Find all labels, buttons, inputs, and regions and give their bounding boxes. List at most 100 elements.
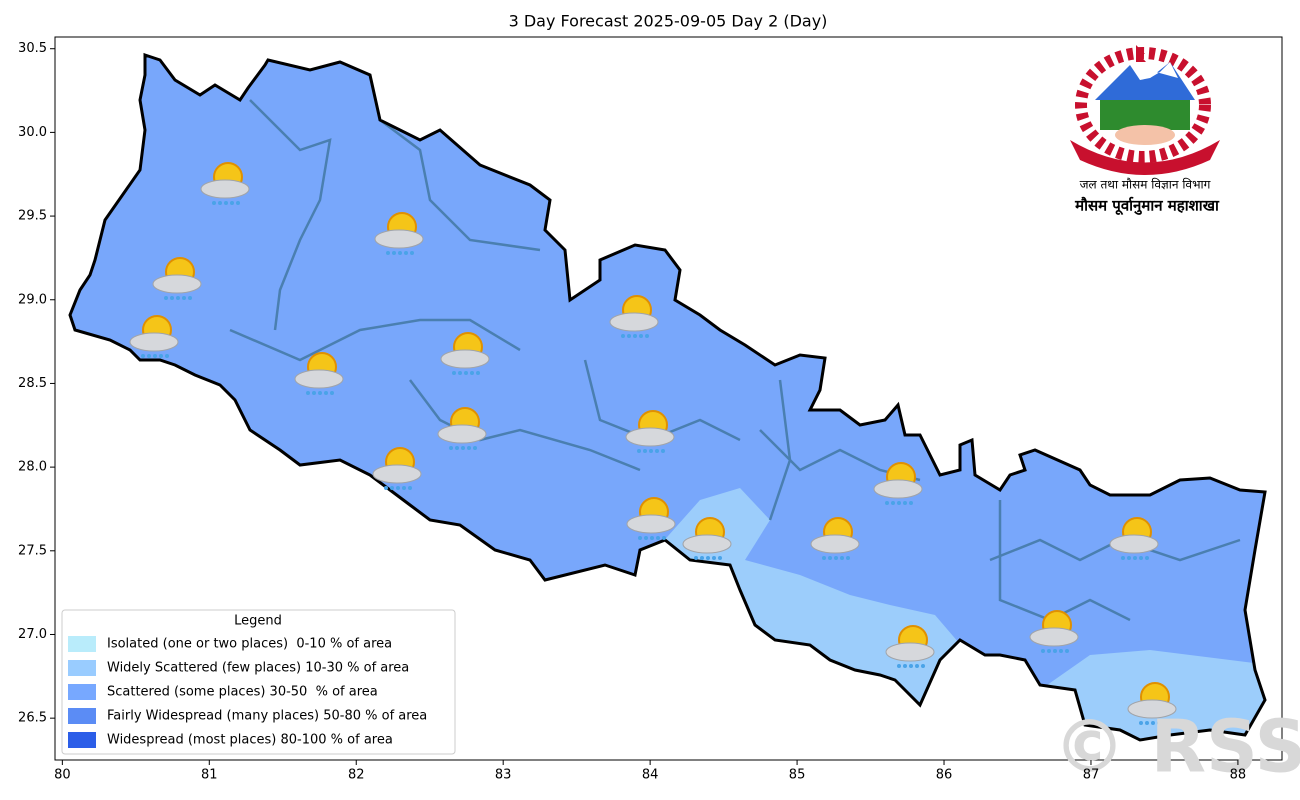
raindrop: [637, 449, 641, 453]
x-tick-label: 80: [54, 768, 71, 783]
raindrop: [718, 556, 722, 560]
raindrop: [627, 334, 631, 338]
raindrop: [712, 556, 716, 560]
cloud: [682, 534, 732, 554]
legend-swatch: [68, 660, 96, 676]
raindrop: [638, 536, 642, 540]
raindrop: [230, 201, 234, 205]
district-border: [409, 379, 641, 472]
cloud: [1109, 534, 1159, 554]
x-tick-label: 84: [642, 768, 659, 783]
cloud: [810, 534, 860, 554]
ribbon: [1070, 140, 1220, 175]
raindrop: [159, 354, 163, 358]
raindrop: [306, 391, 310, 395]
cloud: [129, 332, 179, 352]
raindrop: [1151, 721, 1155, 725]
y-tick-label: 28.0: [18, 460, 47, 475]
raindrop: [633, 334, 637, 338]
raindrop: [700, 556, 704, 560]
raindrop: [165, 354, 169, 358]
x-tick-label: 87: [1083, 768, 1100, 783]
y-tick-label: 29.0: [18, 292, 47, 307]
legend-title: Legend: [234, 614, 282, 629]
country-border: [68, 52, 1267, 742]
raindrop: [1065, 649, 1069, 653]
raindrop: [909, 664, 913, 668]
raindrop: [236, 201, 240, 205]
title: 3 Day Forecast 2025-09-05 Day 2 (Day): [509, 12, 828, 31]
flag: [1136, 45, 1146, 62]
logo-line: मौसम पूर्वानुमान महाशाखा: [1074, 197, 1220, 216]
raindrop: [324, 391, 328, 395]
raindrop: [828, 556, 832, 560]
district-border: [229, 318, 521, 362]
cloud: [294, 369, 344, 389]
weather-icons: [129, 162, 1177, 725]
weather-icon: [1109, 517, 1159, 560]
raindrop: [464, 371, 468, 375]
cloud: [609, 312, 659, 332]
raindrop: [153, 354, 157, 358]
cloud: [372, 464, 422, 484]
raindrop: [473, 446, 477, 450]
raindrop: [656, 536, 660, 540]
logo: जल तथा मौसम विज्ञान विभाग मौसम पूर्वानुम…: [1070, 45, 1220, 216]
weather-icon: [885, 625, 935, 668]
raindrop: [840, 556, 844, 560]
weather-icon: [372, 447, 422, 490]
x-tick-label: 86: [936, 768, 953, 783]
cloud: [200, 179, 250, 199]
district-border: [379, 119, 541, 252]
raindrop: [655, 449, 659, 453]
raindrop: [639, 334, 643, 338]
raindrop: [384, 486, 388, 490]
raindrop: [645, 334, 649, 338]
weather-icon: [810, 517, 860, 560]
district-border: [989, 538, 1241, 562]
raindrop: [915, 664, 919, 668]
cloud: [1127, 699, 1177, 719]
watermark: © RSS: [1054, 705, 1300, 789]
weather-icon: [626, 497, 676, 540]
raindrop: [449, 446, 453, 450]
raindrop: [846, 556, 850, 560]
legend-label: Widespread (most places) 80-100 % of are…: [107, 733, 393, 748]
weather-icon: [1127, 682, 1177, 725]
raindrop: [1145, 721, 1149, 725]
x-tick-label: 85: [789, 768, 806, 783]
raindrop: [312, 391, 316, 395]
country-fill: [70, 55, 1265, 740]
raindrop: [164, 296, 168, 300]
y-tick-label: 30.0: [18, 125, 47, 140]
cloud: [374, 229, 424, 249]
raindrop: [218, 201, 222, 205]
weather-icon: [625, 410, 675, 453]
raindrop: [408, 486, 412, 490]
x-tick-label: 81: [201, 768, 218, 783]
plot-frame: [54, 36, 1283, 761]
cloud: [625, 427, 675, 447]
y-tick-label: 27.5: [18, 543, 47, 558]
raindrop: [390, 486, 394, 490]
raindrop: [1127, 556, 1131, 560]
raindrop: [1121, 556, 1125, 560]
raindrop: [1157, 721, 1161, 725]
raindrop: [410, 251, 414, 255]
raindrop: [661, 449, 665, 453]
logo-line: जल तथा मौसम विज्ञान विभाग: [1080, 178, 1211, 192]
raindrop: [467, 446, 471, 450]
raindrop: [649, 449, 653, 453]
legend-label: Scattered (some places) 30-50 % of area: [107, 685, 378, 700]
raindrop: [176, 296, 180, 300]
raindrop: [386, 251, 390, 255]
x-tick-label: 82: [348, 768, 365, 783]
raindrop: [1139, 556, 1143, 560]
y-tick-label: 29.5: [18, 209, 47, 224]
raindrop: [921, 664, 925, 668]
raindrop: [396, 486, 400, 490]
hands: [1115, 125, 1175, 145]
raindrop: [470, 371, 474, 375]
raindrop: [903, 501, 907, 505]
raindrop: [897, 664, 901, 668]
